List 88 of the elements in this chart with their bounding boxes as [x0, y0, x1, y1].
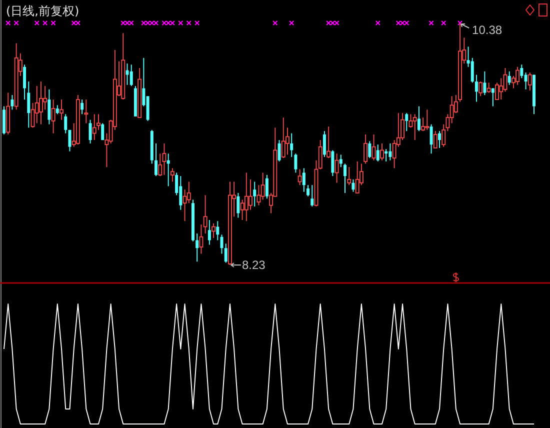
- candlestick: [347, 166, 352, 186]
- candlestick: [236, 192, 240, 218]
- candlestick: [101, 122, 104, 141]
- candlestick: [170, 168, 174, 182]
- candlestick: [23, 64, 26, 100]
- candlestick: [302, 168, 306, 192]
- candlestick: [199, 224, 204, 254]
- candlestick: [380, 142, 384, 161]
- candlestick: [126, 63, 129, 86]
- candlestick: [474, 74, 478, 102]
- candlestick: [412, 114, 417, 141]
- candlestick: [368, 140, 372, 159]
- candlestick: [208, 219, 211, 246]
- candlestick: [318, 140, 322, 170]
- candlestick: [339, 154, 342, 168]
- candlestick: [486, 82, 491, 94]
- candlestick: [516, 66, 520, 86]
- candlestick: [355, 160, 360, 194]
- candlestick: [450, 96, 454, 124]
- candlestick: [306, 184, 310, 197]
- candlestick: [408, 114, 413, 128]
- candlestick: [253, 181, 256, 207]
- candlestick: [278, 140, 281, 162]
- candlestick: [27, 81, 30, 128]
- candlestick: [130, 64, 133, 87]
- candlestick: [294, 153, 298, 174]
- candlestick: [528, 72, 532, 92]
- candlestick: [425, 109, 430, 130]
- candlestick: [10, 94, 14, 110]
- candlestick: [92, 114, 96, 141]
- candlestick: [212, 222, 216, 238]
- candlestick: [224, 243, 228, 264]
- candlestick: [240, 199, 244, 220]
- candlestick: [48, 88, 51, 125]
- candlestick: [430, 124, 433, 154]
- candlestick: [162, 142, 166, 176]
- candlestick: [524, 72, 528, 90]
- candlestick: [405, 112, 408, 132]
- candlestick: [495, 82, 500, 100]
- candlestick: [478, 81, 483, 97]
- candlestick: [520, 64, 524, 79]
- candlestick: [417, 106, 420, 132]
- candlestick: [248, 178, 253, 210]
- candlestick: [80, 99, 84, 115]
- candlestick: [179, 176, 182, 210]
- candlestick: [298, 168, 302, 186]
- candlestick: [265, 174, 268, 200]
- chart-title: (日线,前复权): [6, 4, 80, 18]
- candlestick: [244, 172, 248, 222]
- candlestick: [56, 104, 59, 115]
- candlestick: [491, 88, 494, 107]
- candlestick: [51, 99, 56, 134]
- annotation: 10.38: [472, 23, 502, 37]
- candlestick: [256, 184, 261, 206]
- candlestick: [196, 232, 199, 262]
- candlestick: [290, 132, 294, 158]
- candlestick: [334, 153, 339, 184]
- candlestick: [34, 86, 39, 124]
- candlestick: [433, 130, 438, 148]
- candlestick: [38, 81, 43, 125]
- candlestick: [216, 220, 220, 241]
- candlestick: [281, 117, 286, 159]
- candlestick: [154, 142, 158, 177]
- candlestick: [43, 86, 48, 110]
- candlestick: [322, 130, 326, 158]
- candlestick: [2, 106, 6, 135]
- candlestick: [376, 144, 380, 162]
- candlestick: [60, 99, 64, 120]
- candlestick: [508, 70, 511, 86]
- candlestick: [260, 172, 265, 200]
- candlestick: [364, 134, 368, 164]
- annotation: 8.23: [242, 258, 266, 272]
- candlestick: [483, 70, 486, 96]
- candlestick: [203, 194, 208, 234]
- candlestick: [372, 134, 376, 161]
- candlestick: [220, 234, 224, 254]
- candlestick: [84, 99, 88, 124]
- candlestick: [326, 126, 331, 159]
- candlestick: [438, 130, 442, 148]
- candlestick: [88, 119, 92, 144]
- candlestick: [331, 150, 334, 177]
- candlestick: [470, 57, 474, 84]
- candlestick: [344, 163, 347, 194]
- candlestick: [64, 114, 68, 134]
- candlestick: [388, 142, 392, 161]
- candlestick: [310, 184, 314, 207]
- candlestick: [68, 129, 72, 152]
- candlestick: [352, 178, 355, 192]
